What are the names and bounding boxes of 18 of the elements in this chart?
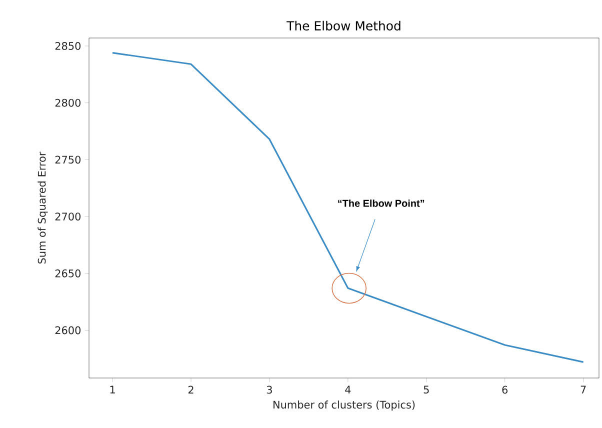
x-tick-label: 7	[580, 386, 586, 394]
x-tick-label: 4	[345, 386, 351, 394]
annotation: “The Elbow Point”	[338, 200, 424, 207]
y-tick-label: 2650	[55, 269, 81, 278]
y-tick-label: 2800	[55, 98, 81, 107]
x-tick-label: 2	[188, 386, 194, 394]
x-tick-label: 3	[266, 386, 272, 394]
x-axis-title: Number of clusters (Topics)	[274, 400, 415, 411]
y-axis-title: Sum of Squared Error	[38, 152, 48, 264]
y-tick-label: 2700	[55, 212, 81, 220]
x-tick-label: 5	[424, 386, 429, 394]
y-tick-label: 2600	[55, 326, 81, 334]
line-series	[112, 52, 584, 363]
x-tick-label: 6	[502, 386, 508, 394]
x-tick-label: 1	[110, 386, 115, 394]
y-tick-label: 2750	[55, 156, 81, 164]
y-tick-label: 2850	[55, 42, 81, 50]
chart-title: The Elbow Method	[286, 20, 400, 30]
